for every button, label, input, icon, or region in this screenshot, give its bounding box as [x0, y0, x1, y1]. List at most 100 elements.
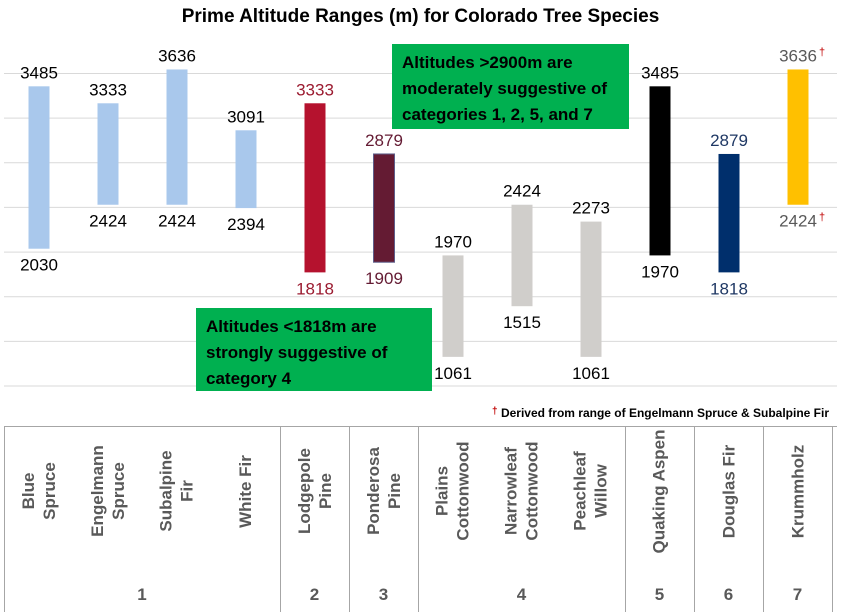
species-name-line2: Cottonwood: [522, 441, 542, 541]
low-value-label: 2424: [158, 212, 196, 231]
species-name-line2: Cottonwood: [453, 441, 473, 541]
category-table: Blue Spruce Engelmann Spruce Subalpine Fir Whi…: [4, 426, 837, 612]
species-column-label: Subalpine Fir: [142, 427, 211, 555]
category-group-label: 4: [516, 585, 527, 604]
group-divider: [349, 427, 350, 612]
species-name: Peachleaf Willow: [570, 451, 612, 530]
high-value-label: 3333: [89, 80, 127, 99]
bar-blue-spruce: [28, 86, 50, 249]
species-name-line1: Peachleaf: [570, 451, 590, 531]
footnote-text: Derived from range of Engelmann Spruce &…: [500, 406, 829, 420]
species-name: White Fir: [235, 455, 256, 528]
high-value-label: 3636: [779, 46, 817, 65]
species-name: Lodgepole Pine: [294, 448, 336, 534]
category-group-label: 5: [654, 585, 665, 604]
low-value-label: 2030: [20, 256, 58, 275]
species-name: Douglas Fir: [718, 444, 739, 538]
chart-plot: 3485 2030 3333 2424 3636 2424 3091 2394 3333 1818…: [4, 46, 837, 387]
low-value-label: 1818: [710, 279, 748, 298]
dagger-mark: †: [819, 212, 825, 224]
species-name: Plains Cottonwood: [432, 441, 474, 540]
chart-title: Prime Altitude Ranges (m) for Colorado T…: [181, 6, 660, 27]
bar-plains-cottonwood: [442, 255, 464, 357]
species-name: Engelmann Spruce: [87, 445, 129, 537]
high-value-label: 1970: [434, 232, 472, 251]
bar-krummholz: [787, 69, 809, 205]
low-value-label: 1970: [641, 262, 679, 281]
species-name-line1: Ponderosa: [363, 447, 383, 535]
species-column-label: Douglas Fir: [694, 427, 763, 555]
category-group-label: 7: [792, 585, 803, 604]
bar-quaking-aspen: [649, 86, 671, 256]
category-group-label: 1: [137, 585, 147, 604]
species-name-line1: Narrowleaf: [501, 447, 521, 535]
species-name: Narrowleaf Cottonwood: [501, 441, 543, 540]
bar-engelmann-spruce: [97, 103, 119, 205]
group-divider: [832, 427, 833, 612]
species-name: Blue Spruce: [17, 462, 59, 520]
high-value-label: 3485: [641, 63, 679, 82]
species-column-label: White Fir: [211, 427, 280, 555]
callout-high-altitude: Altitudes >2900m are moderately suggesti…: [392, 44, 629, 129]
group-divider: [625, 427, 626, 612]
low-value-label: 1909: [365, 269, 403, 288]
species-name: Quaking Aspen: [649, 429, 670, 553]
species-name-line1: Quaking Aspen: [650, 428, 669, 554]
group-divider: [694, 427, 695, 612]
species-column-label: Engelmann Spruce: [73, 427, 142, 555]
high-value-label: 3485: [20, 63, 58, 82]
species-column-label: Peachleaf Willow: [556, 427, 625, 555]
high-value-label: 2273: [572, 199, 610, 218]
group-divider: [280, 427, 281, 612]
species-column-label: Quaking Aspen: [625, 427, 694, 555]
bar-lodgepole-pine: [304, 103, 326, 273]
species-column-label: Plains Cottonwood: [418, 427, 487, 555]
bar-narrowleaf-cottonwood: [511, 204, 533, 307]
high-value-label: 2879: [365, 131, 403, 150]
species-name-line2: Fir: [177, 480, 197, 502]
high-value-label: 3333: [296, 80, 334, 99]
low-value-label: 2424: [779, 212, 817, 231]
species-column-label: Blue Spruce: [4, 427, 73, 555]
species-name-line2: Willow: [591, 464, 611, 518]
species-name: Krummholz: [787, 444, 808, 538]
footnote: † Derived from range of Engelmann Spruce…: [492, 406, 829, 420]
low-value-label: 1061: [572, 364, 610, 383]
species-name: Ponderosa Pine: [363, 447, 405, 535]
low-value-label: 2394: [227, 215, 265, 234]
species-name-line1: Krummholz: [788, 444, 807, 538]
low-value-label: 1515: [503, 313, 541, 332]
species-name: Subalpine Fir: [156, 450, 198, 531]
high-value-label: 2424: [503, 182, 541, 201]
dagger-mark: †: [819, 46, 825, 58]
low-value-label: 1818: [296, 279, 334, 298]
species-name-line2: Spruce: [108, 462, 128, 520]
bar-douglas-fir: [718, 153, 740, 273]
species-column-label: Krummholz: [763, 427, 832, 555]
bar-subalpine-fir: [166, 69, 188, 205]
species-name-line1: Lodgepole: [294, 448, 314, 534]
high-value-label: 3636: [158, 46, 196, 65]
category-group-label: 3: [378, 585, 389, 604]
species-name-line1: Engelmann: [87, 445, 107, 537]
species-name-line2: Spruce: [39, 462, 59, 520]
high-value-label: 2879: [710, 131, 748, 150]
species-name-line2: Pine: [315, 473, 335, 509]
group-divider: [4, 427, 5, 612]
group-divider: [418, 427, 419, 612]
species-name-line1: White Fir: [236, 454, 255, 528]
bar-peachleaf-willow: [580, 221, 602, 357]
bar-ponderosa-pine: [373, 153, 395, 263]
species-name-line1: Subalpine: [156, 450, 176, 532]
callout-low-altitude: Altitudes <1818m are strongly suggestive…: [196, 308, 432, 391]
category-group-label: 6: [723, 585, 734, 604]
bar-white-fir: [235, 130, 257, 209]
footnote-dagger: †: [492, 406, 498, 417]
low-value-label: 2424: [89, 212, 127, 231]
high-value-label: 3091: [227, 107, 265, 126]
species-name-line1: Plains: [432, 465, 452, 517]
species-column-label: Narrowleaf Cottonwood: [487, 427, 556, 555]
low-value-label: 1061: [434, 364, 472, 383]
group-divider: [763, 427, 764, 612]
species-column-label: Ponderosa Pine: [349, 427, 418, 555]
